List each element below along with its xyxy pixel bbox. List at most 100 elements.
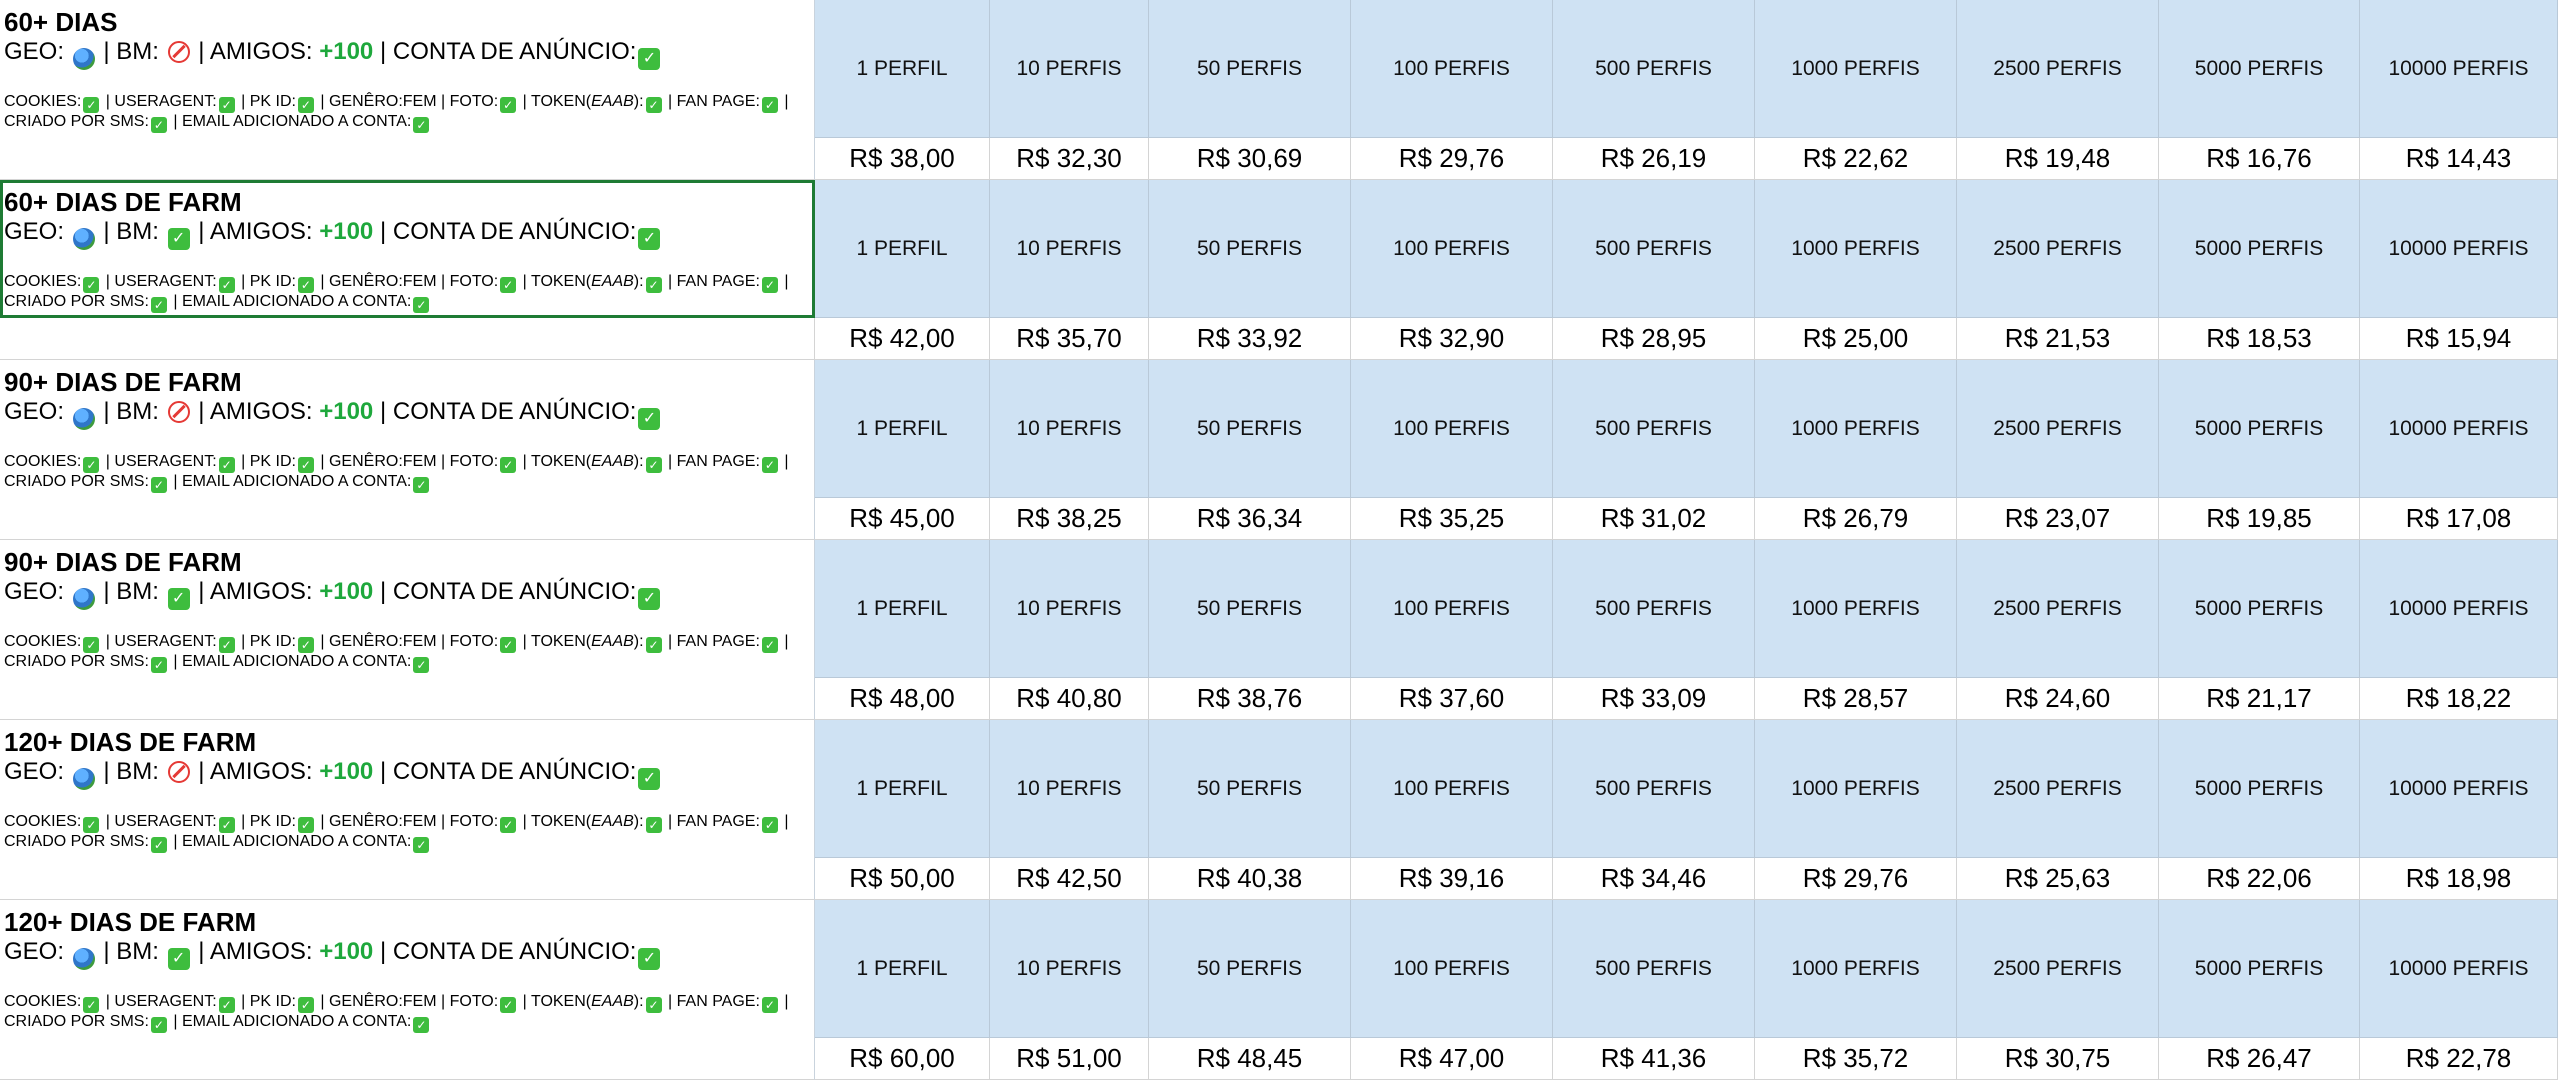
quantity-header-cell[interactable]: 2500 PERFIS [1957,360,2159,498]
quantity-header-cell[interactable]: 10000 PERFIS [2360,900,2558,1038]
price-cell[interactable]: R$ 32,30 [990,138,1149,180]
price-cell[interactable]: R$ 51,00 [990,1038,1149,1080]
quantity-header-cell[interactable]: 10000 PERFIS [2360,180,2558,318]
quantity-header-cell[interactable]: 500 PERFIS [1553,360,1755,498]
quantity-header-cell[interactable]: 2500 PERFIS [1957,180,2159,318]
price-cell[interactable]: R$ 26,19 [1553,138,1755,180]
price-cell[interactable]: R$ 28,57 [1755,678,1957,720]
quantity-header-cell[interactable]: 5000 PERFIS [2159,540,2360,678]
quantity-header-cell[interactable]: 10 PERFIS [990,180,1149,318]
price-cell[interactable]: R$ 24,60 [1957,678,2159,720]
quantity-header-cell[interactable]: 10 PERFIS [990,0,1149,138]
quantity-header-cell[interactable]: 2500 PERFIS [1957,720,2159,858]
quantity-header-cell[interactable]: 2500 PERFIS [1957,0,2159,138]
price-cell[interactable]: R$ 18,22 [2360,678,2558,720]
quantity-header-cell[interactable]: 1000 PERFIS [1755,900,1957,1038]
quantity-header-cell[interactable]: 1000 PERFIS [1755,180,1957,318]
quantity-header-cell[interactable]: 50 PERFIS [1149,360,1351,498]
quantity-header-cell[interactable]: 5000 PERFIS [2159,0,2360,138]
price-cell[interactable]: R$ 16,76 [2159,138,2360,180]
quantity-header-cell[interactable]: 500 PERFIS [1553,180,1755,318]
quantity-header-cell[interactable]: 500 PERFIS [1553,0,1755,138]
price-cell[interactable]: R$ 30,69 [1149,138,1351,180]
price-cell[interactable]: R$ 35,25 [1351,498,1553,540]
price-cell[interactable]: R$ 45,00 [815,498,990,540]
price-cell[interactable]: R$ 22,62 [1755,138,1957,180]
quantity-header-cell[interactable]: 2500 PERFIS [1957,540,2159,678]
price-cell[interactable]: R$ 42,50 [990,858,1149,900]
price-cell[interactable]: R$ 28,95 [1553,318,1755,360]
quantity-header-cell[interactable]: 2500 PERFIS [1957,900,2159,1038]
price-cell[interactable]: R$ 23,07 [1957,498,2159,540]
price-cell[interactable]: R$ 42,00 [815,318,990,360]
quantity-header-cell[interactable]: 10000 PERFIS [2360,540,2558,678]
price-cell[interactable]: R$ 25,00 [1755,318,1957,360]
price-cell[interactable]: R$ 35,70 [990,318,1149,360]
quantity-header-cell[interactable]: 1 PERFIL [815,180,990,318]
quantity-header-cell[interactable]: 1000 PERFIS [1755,360,1957,498]
price-cell[interactable]: R$ 21,53 [1957,318,2159,360]
quantity-header-cell[interactable]: 50 PERFIS [1149,900,1351,1038]
quantity-header-cell[interactable]: 10000 PERFIS [2360,0,2558,138]
price-cell[interactable]: R$ 38,25 [990,498,1149,540]
quantity-header-cell[interactable]: 100 PERFIS [1351,0,1553,138]
quantity-header-cell[interactable]: 100 PERFIS [1351,360,1553,498]
price-cell[interactable]: R$ 15,94 [2360,318,2558,360]
price-cell[interactable]: R$ 39,16 [1351,858,1553,900]
blank-cell[interactable] [0,318,815,360]
price-cell[interactable]: R$ 29,76 [1755,858,1957,900]
price-cell[interactable]: R$ 48,00 [815,678,990,720]
price-cell[interactable]: R$ 33,09 [1553,678,1755,720]
price-cell[interactable]: R$ 31,02 [1553,498,1755,540]
quantity-header-cell[interactable]: 100 PERFIS [1351,720,1553,858]
price-cell[interactable]: R$ 21,17 [2159,678,2360,720]
quantity-header-cell[interactable]: 100 PERFIS [1351,900,1553,1038]
quantity-header-cell[interactable]: 500 PERFIS [1553,540,1755,678]
price-cell[interactable]: R$ 19,48 [1957,138,2159,180]
quantity-header-cell[interactable]: 500 PERFIS [1553,900,1755,1038]
price-cell[interactable]: R$ 38,76 [1149,678,1351,720]
price-cell[interactable]: R$ 36,34 [1149,498,1351,540]
quantity-header-cell[interactable]: 5000 PERFIS [2159,720,2360,858]
price-cell[interactable]: R$ 41,36 [1553,1038,1755,1080]
quantity-header-cell[interactable]: 10 PERFIS [990,540,1149,678]
quantity-header-cell[interactable]: 50 PERFIS [1149,180,1351,318]
price-cell[interactable]: R$ 60,00 [815,1038,990,1080]
quantity-header-cell[interactable]: 10 PERFIS [990,360,1149,498]
quantity-header-cell[interactable]: 1 PERFIL [815,0,990,138]
price-cell[interactable]: R$ 18,98 [2360,858,2558,900]
price-cell[interactable]: R$ 37,60 [1351,678,1553,720]
price-cell[interactable]: R$ 26,79 [1755,498,1957,540]
price-cell[interactable]: R$ 40,38 [1149,858,1351,900]
price-cell[interactable]: R$ 33,92 [1149,318,1351,360]
price-cell[interactable]: R$ 29,76 [1351,138,1553,180]
price-cell[interactable]: R$ 17,08 [2360,498,2558,540]
quantity-header-cell[interactable]: 100 PERFIS [1351,180,1553,318]
quantity-header-cell[interactable]: 10000 PERFIS [2360,720,2558,858]
quantity-header-cell[interactable]: 1000 PERFIS [1755,0,1957,138]
price-cell[interactable]: R$ 25,63 [1957,858,2159,900]
price-cell[interactable]: R$ 38,00 [815,138,990,180]
price-cell[interactable]: R$ 22,06 [2159,858,2360,900]
price-cell[interactable]: R$ 30,75 [1957,1038,2159,1080]
price-cell[interactable]: R$ 50,00 [815,858,990,900]
quantity-header-cell[interactable]: 5000 PERFIS [2159,360,2360,498]
quantity-header-cell[interactable]: 1 PERFIL [815,360,990,498]
price-cell[interactable]: R$ 35,72 [1755,1038,1957,1080]
quantity-header-cell[interactable]: 50 PERFIS [1149,540,1351,678]
quantity-header-cell[interactable]: 1 PERFIL [815,720,990,858]
quantity-header-cell[interactable]: 50 PERFIS [1149,0,1351,138]
quantity-header-cell[interactable]: 5000 PERFIS [2159,900,2360,1038]
quantity-header-cell[interactable]: 10000 PERFIS [2360,360,2558,498]
quantity-header-cell[interactable]: 1 PERFIL [815,540,990,678]
price-cell[interactable]: R$ 22,78 [2360,1038,2558,1080]
price-cell[interactable]: R$ 14,43 [2360,138,2558,180]
price-cell[interactable]: R$ 19,85 [2159,498,2360,540]
quantity-header-cell[interactable]: 100 PERFIS [1351,540,1553,678]
